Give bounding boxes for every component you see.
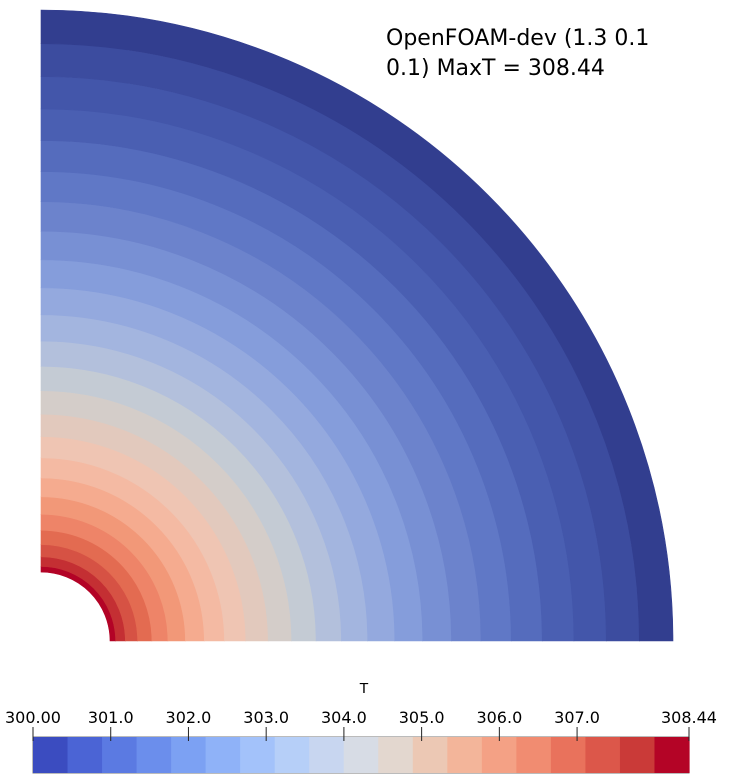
run-annotation: OpenFOAM-dev (1.3 0.1 0.1) MaxT = 308.44: [386, 24, 686, 84]
colorbar-title: T: [359, 680, 369, 697]
colorbar-tick-label: 301.0: [88, 708, 134, 727]
colorbar-band: [309, 737, 345, 773]
annotation-line-1: OpenFOAM-dev (1.3 0.1: [386, 26, 650, 51]
colorbar-band: [67, 737, 103, 773]
colorbar-tick-label: 302.0: [166, 708, 212, 727]
colorbar-band: [619, 737, 656, 773]
colorbar-band: [447, 737, 483, 773]
colorbar-tick-label: 306.0: [476, 708, 522, 727]
colorbar-band: [240, 737, 276, 773]
colorbar-band: [33, 737, 69, 773]
colorbar-bands: [33, 737, 690, 773]
colorbar-band: [378, 737, 414, 773]
colorbar-band: [102, 737, 138, 773]
colorbar-ticks: 300.00 301.0 302.0 303.0 304.0 305.0 306.0 307.…: [5, 708, 717, 741]
colorbar-band: [343, 737, 379, 773]
temperature-contour-rings: [40, 9, 674, 642]
colorbar-band: [585, 737, 621, 773]
colorbar-band: [274, 737, 310, 773]
colorbar-tick-label: 308.44: [661, 708, 717, 727]
colorbar-band: [481, 737, 517, 773]
colorbar-tick-label: 304.0: [321, 708, 367, 727]
colorbar-tick-label: 307.0: [554, 708, 600, 727]
contour-ring: [40, 9, 674, 642]
temperature-colorbar: 300.00 301.0 302.0 303.0 304.0 305.0 306.0 307.…: [5, 708, 717, 774]
colorbar-band: [205, 737, 241, 773]
colorbar-tick-label: 305.0: [399, 708, 445, 727]
colorbar-band: [516, 737, 552, 773]
colorbar-band: [654, 737, 690, 773]
colorbar-band: [412, 737, 448, 773]
colorbar-band: [136, 737, 172, 773]
colorbar-band: [550, 737, 587, 773]
colorbar-band: [171, 737, 207, 773]
colorbar-tick-label: 300.00: [5, 708, 61, 727]
annotation-line-2: 0.1) MaxT = 308.44: [386, 56, 605, 81]
colorbar-tick-label: 303.0: [243, 708, 289, 727]
